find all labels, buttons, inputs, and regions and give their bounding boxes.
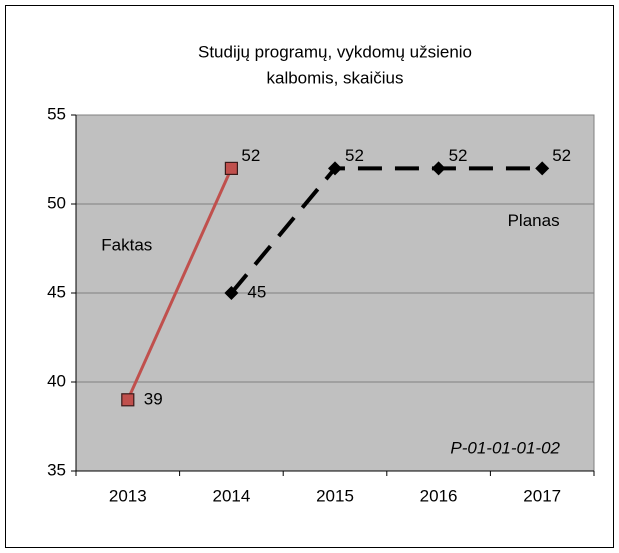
y-tick-label: 35	[47, 460, 66, 479]
marker	[121, 393, 135, 407]
x-tick-label: 2016	[420, 486, 458, 505]
data-label: 52	[241, 146, 260, 165]
y-tick-label: 50	[47, 193, 66, 212]
data-label: 45	[247, 282, 266, 301]
x-tick-label: 2015	[316, 486, 354, 505]
data-label: 39	[144, 389, 163, 408]
chart-title: Studijų programų, vykdomų užsienio	[198, 42, 472, 61]
marker	[535, 161, 550, 176]
series-name: Planas	[508, 211, 560, 230]
y-tick-label: 55	[47, 104, 66, 123]
marker	[224, 161, 238, 175]
x-tick-label: 2013	[109, 486, 147, 505]
marker	[224, 286, 239, 300]
y-tick-label: 45	[47, 282, 66, 301]
series-line	[229, 166, 543, 295]
series-name: Faktas	[101, 236, 152, 255]
x-tick-label: 2014	[212, 486, 250, 505]
y-tick-label: 40	[47, 371, 66, 390]
data-label: 52	[345, 146, 364, 165]
series-line	[126, 167, 233, 401]
data-label: 52	[552, 146, 571, 165]
x-tick-label: 2017	[523, 486, 561, 505]
data-label: 52	[449, 146, 468, 165]
annotation: P-01-01-01-02	[450, 438, 560, 457]
chart-title: kalbomis, skaičius	[267, 68, 404, 87]
marker	[431, 161, 446, 176]
marker	[328, 161, 342, 176]
